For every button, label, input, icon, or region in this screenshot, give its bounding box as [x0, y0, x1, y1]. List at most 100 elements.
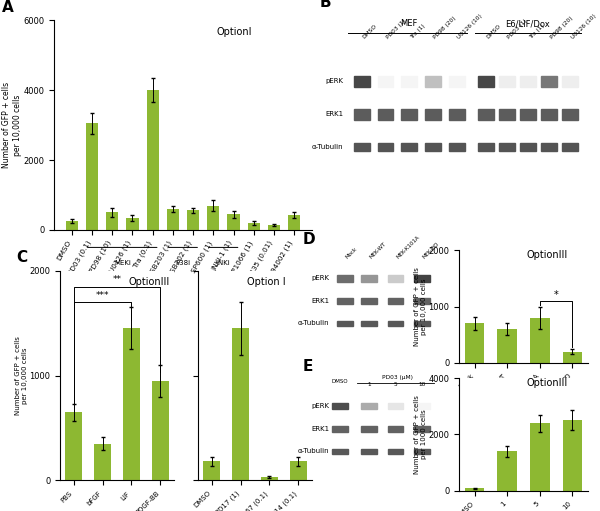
Bar	[65, 412, 82, 480]
Bar	[207, 205, 220, 230]
Bar	[449, 76, 464, 87]
Text: E6/LIF/Dox: E6/LIF/Dox	[506, 19, 550, 28]
Bar	[520, 109, 536, 120]
Bar	[290, 461, 307, 480]
Bar	[449, 143, 464, 151]
Bar	[530, 318, 550, 363]
Bar	[146, 90, 159, 230]
Text: pERK: pERK	[325, 78, 343, 84]
Bar	[106, 213, 118, 230]
Bar	[414, 426, 430, 432]
Text: JNKi: JNKi	[217, 260, 230, 266]
Bar	[499, 76, 515, 87]
Bar	[520, 76, 536, 87]
Bar	[541, 143, 557, 151]
Bar	[361, 298, 377, 304]
Bar	[388, 275, 403, 282]
Bar	[414, 403, 430, 409]
Text: E: E	[303, 359, 313, 375]
Bar	[288, 215, 300, 230]
Text: C: C	[17, 250, 28, 265]
Text: MEKi: MEKi	[114, 260, 131, 266]
Bar	[465, 323, 484, 363]
Text: DMSO: DMSO	[486, 23, 502, 39]
Bar	[541, 109, 557, 120]
Bar	[562, 109, 578, 120]
Bar	[497, 329, 517, 363]
Text: P38i: P38i	[175, 260, 191, 266]
Bar	[414, 449, 430, 454]
Bar	[123, 329, 140, 480]
Bar	[541, 76, 557, 87]
Text: A: A	[2, 0, 14, 15]
Y-axis label: Number of GFP + cells
per 10,000 cells: Number of GFP + cells per 10,000 cells	[414, 267, 427, 346]
Text: OptionIII: OptionIII	[128, 277, 170, 288]
Bar	[388, 449, 403, 454]
Bar	[361, 321, 377, 326]
Bar	[332, 426, 348, 432]
Bar	[332, 449, 348, 454]
Bar	[361, 403, 377, 409]
Text: 1: 1	[367, 382, 371, 387]
Text: PD03 (μM): PD03 (μM)	[382, 375, 413, 380]
Bar	[499, 109, 515, 120]
Y-axis label: Number of GFP + cells
per 1000 cells: Number of GFP + cells per 1000 cells	[414, 395, 427, 474]
Bar	[377, 143, 394, 151]
Bar	[401, 76, 417, 87]
Text: pERK: pERK	[311, 275, 329, 282]
Bar	[361, 426, 377, 432]
Text: OptionI: OptionI	[217, 27, 252, 37]
Bar	[354, 143, 370, 151]
Text: MEF: MEF	[401, 19, 418, 28]
Bar	[354, 76, 370, 87]
Bar	[248, 223, 260, 230]
Bar	[465, 489, 484, 491]
Text: MEK-WT: MEK-WT	[369, 241, 388, 260]
Bar	[562, 76, 578, 87]
Text: pERK: pERK	[311, 403, 329, 409]
Text: Option I: Option I	[247, 277, 286, 288]
Text: MEK-DD: MEK-DD	[422, 241, 440, 260]
Bar	[337, 275, 353, 282]
Text: α-Tubulin: α-Tubulin	[311, 144, 343, 150]
Bar	[563, 352, 582, 363]
Bar	[388, 321, 403, 326]
Bar	[66, 221, 78, 230]
Text: U0126 (10): U0126 (10)	[570, 13, 597, 39]
Bar	[425, 76, 441, 87]
Text: Mock: Mock	[345, 246, 359, 260]
Bar	[332, 403, 348, 409]
Text: U0126 (10): U0126 (10)	[457, 13, 484, 39]
Bar	[388, 426, 403, 432]
Bar	[563, 420, 582, 491]
Text: Tra (1): Tra (1)	[409, 22, 426, 39]
Text: OptionIII: OptionIII	[526, 378, 568, 388]
Text: ERK1: ERK1	[311, 298, 329, 304]
Text: α-Tubulin: α-Tubulin	[298, 320, 329, 327]
Bar	[127, 218, 139, 230]
Bar	[520, 143, 536, 151]
Bar	[414, 321, 430, 326]
Text: B: B	[319, 0, 331, 10]
Text: *: *	[554, 290, 559, 300]
Bar	[497, 451, 517, 491]
Text: MEK-K101A: MEK-K101A	[395, 234, 421, 260]
Bar	[377, 109, 394, 120]
Text: ERK1: ERK1	[311, 426, 329, 432]
Text: DMSO: DMSO	[362, 23, 378, 39]
Bar	[227, 214, 239, 230]
Bar	[86, 124, 98, 230]
Bar	[478, 109, 494, 120]
Bar	[499, 143, 515, 151]
Text: α-Tubulin: α-Tubulin	[298, 448, 329, 454]
Text: Tra (1): Tra (1)	[528, 22, 545, 39]
Text: PD98 (20): PD98 (20)	[433, 15, 457, 39]
Bar	[268, 225, 280, 230]
Bar	[388, 403, 403, 409]
Bar	[361, 449, 377, 454]
Bar	[354, 109, 370, 120]
Text: 5: 5	[394, 382, 397, 387]
Y-axis label: Number of GFP + cells
per 10,000 cells: Number of GFP + cells per 10,000 cells	[2, 82, 22, 168]
Bar	[152, 381, 169, 480]
Text: PD98 (20): PD98 (20)	[549, 15, 574, 39]
